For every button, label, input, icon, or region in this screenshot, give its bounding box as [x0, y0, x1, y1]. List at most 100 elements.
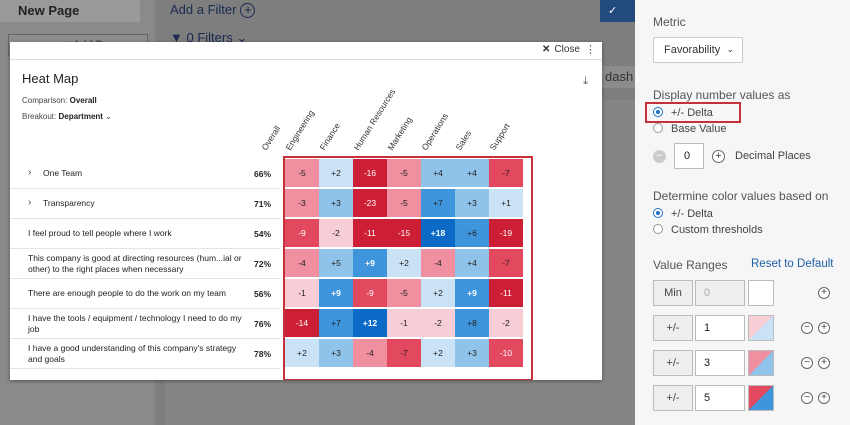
table-row[interactable]: › Transparency 71%: [10, 189, 280, 219]
plus-icon: +: [240, 3, 256, 18]
table-row[interactable]: › One Team 66%: [10, 159, 280, 189]
heat-map-cell: -5: [387, 189, 421, 217]
reset-default-link[interactable]: Reset to Default: [751, 258, 834, 270]
overall-value: 66%: [254, 169, 272, 179]
heat-map-cell: +2: [421, 279, 455, 307]
heat-map-title: Heat Map: [22, 71, 79, 86]
heat-map-cell: +2: [285, 339, 319, 367]
chevron-right-icon[interactable]: ›: [28, 197, 32, 208]
add-range-icon[interactable]: +: [818, 392, 830, 404]
heat-map-cell: +6: [455, 219, 489, 247]
color-label: Determine color values based on: [653, 189, 829, 203]
display-label: Display number values as: [653, 88, 791, 102]
range-value-input[interactable]: 1: [695, 315, 745, 341]
heat-map-cell: -4: [353, 339, 387, 367]
table-row[interactable]: I have a good understanding of this comp…: [10, 339, 280, 369]
table-row[interactable]: I feel proud to tell people where I work…: [10, 219, 280, 249]
page-name: New Page: [0, 0, 140, 22]
range-operator-button[interactable]: +/-: [653, 315, 693, 341]
remove-range-icon[interactable]: −: [801, 357, 813, 369]
more-options-icon[interactable]: ⋮: [585, 44, 596, 56]
heat-map-cell: +9: [353, 249, 387, 277]
radio-icon: [653, 123, 663, 133]
add-range-icon[interactable]: +: [818, 287, 830, 299]
column-header: Marketing: [385, 115, 414, 152]
heat-map-cell: +3: [319, 339, 353, 367]
range-color-swatch[interactable]: [748, 280, 774, 306]
heat-map-cell: +3: [455, 339, 489, 367]
heat-map-cell: +7: [421, 189, 455, 217]
heat-map-cell: -16: [353, 159, 387, 187]
decimal-places-label: Decimal Places: [735, 150, 811, 162]
range-color-swatch[interactable]: [748, 315, 774, 341]
row-label: I have the tools / equipment / technolog…: [28, 313, 242, 334]
value-ranges-label: Value Ranges: [653, 258, 728, 272]
heat-map-cell: -1: [387, 309, 421, 337]
chevron-down-icon: ⌄: [726, 44, 734, 54]
heat-map-cell: -23: [353, 189, 387, 217]
heat-map-cell: -19: [489, 219, 523, 247]
column-header: Sales: [453, 128, 474, 152]
range-operator-button[interactable]: +/-: [653, 385, 693, 411]
metric-select[interactable]: Favorability ⌄: [653, 37, 743, 63]
range-value-input[interactable]: 5: [695, 385, 745, 411]
decimal-places-input[interactable]: 0: [674, 143, 704, 169]
heat-map-cell: -1: [285, 279, 319, 307]
add-filter-link: Add a Filter +: [170, 2, 256, 18]
heat-map-cell: -11: [489, 279, 523, 307]
row-label: There are enough people to do the work o…: [28, 288, 226, 298]
heat-map-cell: -7: [387, 339, 421, 367]
table-row[interactable]: I have the tools / equipment / technolog…: [10, 309, 280, 339]
color-custom-radio[interactable]: Custom thresholds: [653, 224, 763, 236]
column-header: Operations: [419, 111, 451, 152]
chevron-down-icon: ⌄: [105, 112, 112, 121]
heat-map-cell: -10: [489, 339, 523, 367]
heat-map-cell: -9: [285, 219, 319, 247]
modal-toolbar: ✕ Close ⋮: [10, 42, 602, 60]
remove-range-icon[interactable]: −: [801, 322, 813, 334]
chevron-right-icon[interactable]: ›: [28, 167, 32, 178]
background-dash-label: dash: [600, 66, 635, 88]
close-button[interactable]: ✕ Close: [542, 44, 580, 55]
radio-selected-icon: [653, 208, 663, 218]
heat-map-cell: +3: [319, 189, 353, 217]
heat-map-highlight: [283, 156, 533, 380]
row-label: I have a good understanding of this comp…: [28, 343, 237, 364]
decimal-minus-button[interactable]: −: [653, 150, 666, 163]
heat-map-cell: +9: [455, 279, 489, 307]
overall-value: 76%: [254, 319, 272, 329]
heat-map-cell: +4: [421, 159, 455, 187]
range-color-swatch[interactable]: [748, 350, 774, 376]
display-delta-radio[interactable]: +/- Delta: [653, 107, 713, 119]
add-range-icon[interactable]: +: [818, 357, 830, 369]
table-row[interactable]: This company is good at directing resour…: [10, 249, 280, 279]
overall-value: 56%: [254, 289, 272, 299]
overall-value: 54%: [254, 229, 272, 239]
range-value-input: 0: [695, 280, 745, 306]
background-action-button: ✓: [600, 0, 635, 22]
breakout-selector[interactable]: Breakout: Department ⌄: [22, 112, 112, 121]
decimal-plus-button[interactable]: +: [712, 150, 725, 163]
filter-icon: ▼: [170, 30, 187, 45]
table-row[interactable]: There are enough people to do the work o…: [10, 279, 280, 309]
delta-highlight: [645, 102, 741, 123]
column-header: Finance: [317, 121, 343, 152]
range-operator-button: Min: [653, 280, 693, 306]
overall-value: 78%: [254, 349, 272, 359]
download-icon[interactable]: ⤓: [583, 75, 588, 87]
heat-map-cell: +4: [455, 249, 489, 277]
range-value-input[interactable]: 3: [695, 350, 745, 376]
range-operator-button[interactable]: +/-: [653, 350, 693, 376]
heat-map-cell: -4: [285, 249, 319, 277]
overall-value: 72%: [254, 259, 272, 269]
heat-map-cell: -5: [387, 159, 421, 187]
add-range-icon[interactable]: +: [818, 322, 830, 334]
heat-map-cell: -2: [421, 309, 455, 337]
display-base-radio[interactable]: Base Value: [653, 123, 726, 135]
color-delta-radio[interactable]: +/- Delta: [653, 208, 713, 220]
row-label: This company is good at directing resour…: [28, 253, 242, 274]
range-color-swatch[interactable]: [748, 385, 774, 411]
comparison-info: Comparison: Overall: [22, 96, 97, 105]
remove-range-icon[interactable]: −: [801, 392, 813, 404]
heat-map-cell: -15: [387, 219, 421, 247]
